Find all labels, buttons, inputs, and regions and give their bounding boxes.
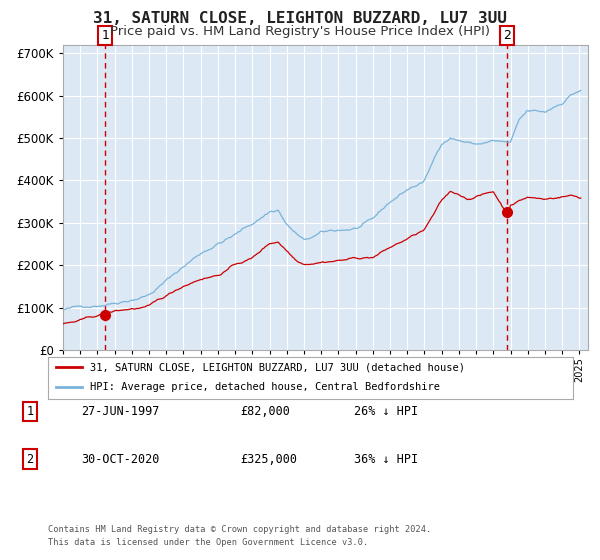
Text: 27-JUN-1997: 27-JUN-1997 <box>81 405 160 418</box>
Text: 31, SATURN CLOSE, LEIGHTON BUZZARD, LU7 3UU (detached house): 31, SATURN CLOSE, LEIGHTON BUZZARD, LU7 … <box>90 362 465 372</box>
Text: Price paid vs. HM Land Registry's House Price Index (HPI): Price paid vs. HM Land Registry's House … <box>110 25 490 38</box>
Text: 30-OCT-2020: 30-OCT-2020 <box>81 452 160 466</box>
Text: 36% ↓ HPI: 36% ↓ HPI <box>354 452 418 466</box>
Text: Contains HM Land Registry data © Crown copyright and database right 2024.: Contains HM Land Registry data © Crown c… <box>48 525 431 534</box>
Text: 2: 2 <box>26 452 34 466</box>
Text: £325,000: £325,000 <box>240 452 297 466</box>
Text: This data is licensed under the Open Government Licence v3.0.: This data is licensed under the Open Gov… <box>48 538 368 547</box>
Text: 1: 1 <box>26 405 34 418</box>
Text: HPI: Average price, detached house, Central Bedfordshire: HPI: Average price, detached house, Cent… <box>90 382 440 392</box>
Text: 1: 1 <box>101 29 109 42</box>
Text: 31, SATURN CLOSE, LEIGHTON BUZZARD, LU7 3UU: 31, SATURN CLOSE, LEIGHTON BUZZARD, LU7 … <box>93 11 507 26</box>
Text: 2: 2 <box>503 29 511 42</box>
Text: 26% ↓ HPI: 26% ↓ HPI <box>354 405 418 418</box>
Text: £82,000: £82,000 <box>240 405 290 418</box>
